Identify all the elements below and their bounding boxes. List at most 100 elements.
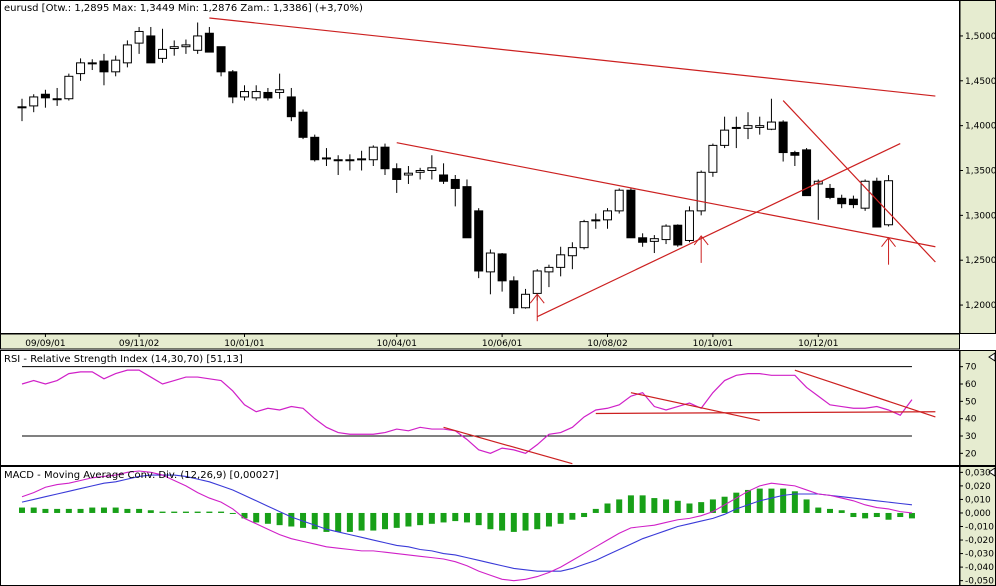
rsi-tick-label: 60 xyxy=(965,380,977,390)
candle-body-bear xyxy=(626,189,636,239)
candle xyxy=(638,233,648,247)
candle-body-bear xyxy=(298,111,308,138)
candle-body-bull xyxy=(122,44,132,64)
candle-body-bear xyxy=(509,280,519,309)
date-tick-label: 10/01/01 xyxy=(224,339,264,349)
candle xyxy=(837,194,847,209)
macd-histogram-bar xyxy=(745,489,752,513)
macd-histogram-bar xyxy=(557,512,564,524)
rsi-tick-label: 30 xyxy=(965,432,977,442)
macd-histogram-bar xyxy=(171,511,178,513)
candle-body-bull xyxy=(485,252,495,273)
candle xyxy=(556,246,566,277)
up-arrow-icon xyxy=(881,236,896,265)
candle xyxy=(99,53,109,86)
macd-histogram-bar xyxy=(405,512,412,527)
candle xyxy=(29,94,39,113)
macd-tick-label: 0,000 xyxy=(965,509,991,519)
macd-histogram-bar xyxy=(698,502,705,513)
candle xyxy=(509,276,519,315)
rsi-trendline xyxy=(443,426,573,465)
macd-histogram-bar xyxy=(850,512,857,518)
macd-histogram-bar xyxy=(651,498,658,513)
macd-tick-label: -0,040 xyxy=(965,563,994,573)
macd-histogram-bar xyxy=(581,512,588,518)
candle-body-bull xyxy=(427,167,437,171)
candle xyxy=(485,249,495,295)
macd-histogram-bar xyxy=(335,512,342,532)
macd-tick-label: 0,030 xyxy=(965,468,991,478)
macd-histogram-bar xyxy=(709,499,716,513)
candle xyxy=(181,39,191,54)
candle-body-bull xyxy=(368,146,378,161)
candle xyxy=(52,87,62,106)
macd-histogram-bar xyxy=(229,512,236,514)
macd-scroll-arrow-icon[interactable] xyxy=(988,467,996,477)
macd-tick-label: 0,010 xyxy=(965,495,991,505)
candle xyxy=(333,155,343,175)
price-trendline xyxy=(782,100,936,263)
candle-body-bull xyxy=(345,159,355,162)
rsi-line xyxy=(21,369,913,454)
candle-body-bull xyxy=(755,125,765,128)
candle-body-bull xyxy=(403,172,413,176)
candle xyxy=(661,224,671,245)
candle xyxy=(860,179,870,211)
macd-histogram-bar xyxy=(733,492,740,513)
candle xyxy=(649,235,659,254)
date-axis-panel xyxy=(0,333,960,350)
macd-histogram-bar xyxy=(300,512,307,528)
candle xyxy=(743,112,753,140)
rsi-axis-panel xyxy=(959,350,996,466)
candle xyxy=(415,167,425,180)
candle-body-bull xyxy=(649,238,659,242)
macd-chart-title: MACD - Moving Average Conv. Div. (12,26,… xyxy=(4,470,279,481)
candle xyxy=(76,58,86,81)
macd-histogram-bar xyxy=(346,512,353,532)
candle-body-bull xyxy=(614,189,624,212)
arrow-head xyxy=(529,293,545,304)
macd-histogram-bar xyxy=(241,512,248,519)
candle xyxy=(626,188,636,239)
candle xyxy=(403,166,413,184)
candle-body-bull xyxy=(158,48,168,59)
arrow-head xyxy=(693,235,709,246)
macd-histogram-bar xyxy=(510,512,517,532)
rsi-trendline xyxy=(595,411,936,415)
candle xyxy=(40,89,50,108)
date-tick-label: 09/09/01 xyxy=(25,339,65,349)
candle xyxy=(251,85,261,101)
rsi-trendline xyxy=(794,369,936,418)
macd-histogram-bar xyxy=(65,508,72,513)
candle-body-bear xyxy=(216,46,226,73)
candle-body-bear xyxy=(848,198,858,206)
date-tick-label: 10/08/02 xyxy=(587,339,627,349)
macd-histogram-bar xyxy=(897,512,904,518)
rsi-tick-label: 70 xyxy=(965,363,977,373)
up-arrow-icon xyxy=(693,235,709,263)
macd-histogram-bar xyxy=(253,512,260,523)
candle xyxy=(204,26,214,53)
macd-histogram-bar xyxy=(873,512,880,518)
macd-tick-label: -0,030 xyxy=(965,550,994,560)
candle xyxy=(321,148,331,167)
up-arrow-icon xyxy=(529,293,545,322)
macd-histogram-bar xyxy=(19,507,25,513)
candle xyxy=(474,208,484,279)
candle-body-bull xyxy=(76,62,86,75)
candle-body-bear xyxy=(310,136,320,161)
candle xyxy=(345,154,355,171)
candle-body-bear xyxy=(462,186,472,239)
macd-histogram-bar xyxy=(592,508,599,513)
macd-histogram-bar xyxy=(323,512,330,532)
candle-body-bear xyxy=(872,180,882,228)
macd-histogram-bar xyxy=(545,512,552,527)
candle-body-bull xyxy=(661,225,671,241)
macd-histogram-bar xyxy=(417,512,424,526)
rsi-scroll-arrow-icon[interactable] xyxy=(988,352,996,362)
candle-body-bull xyxy=(567,247,577,257)
date-tick-label: 10/06/01 xyxy=(482,339,522,349)
price-tick-label: 1,4000 xyxy=(965,122,996,132)
candle-body-bull xyxy=(251,91,261,99)
